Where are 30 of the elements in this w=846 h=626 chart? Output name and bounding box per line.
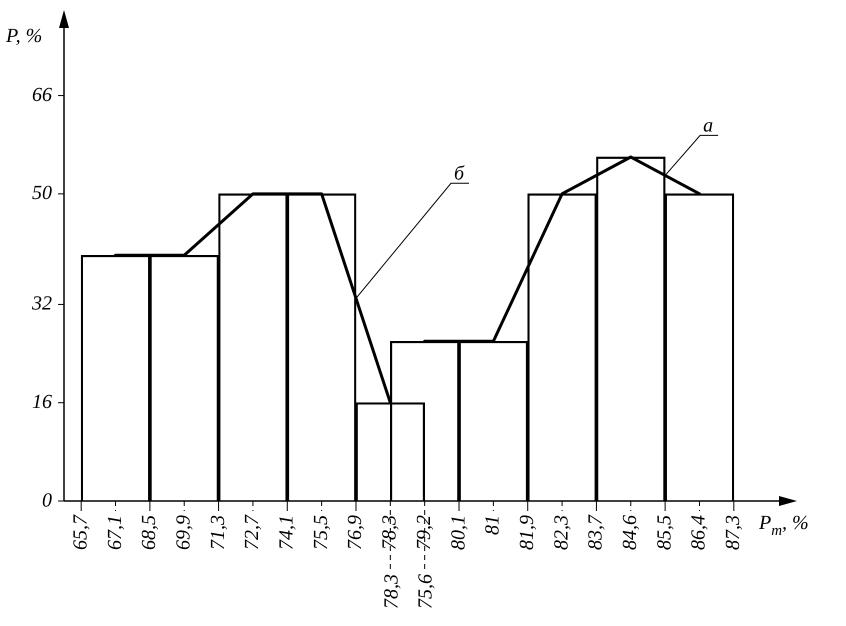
x-tick-label: 80,1 bbox=[447, 515, 470, 550]
x-tick-label: 82,3 bbox=[550, 515, 572, 550]
x-tick-label: 86,4 bbox=[688, 515, 710, 550]
x-tick-label: 83,7 bbox=[584, 514, 607, 550]
x-tick-label: 79,2 bbox=[412, 515, 435, 550]
x-tick-label: 87,3 bbox=[722, 515, 744, 550]
x-tick-label: 81 bbox=[482, 515, 504, 535]
x-tick-label: 72,7 bbox=[241, 514, 264, 550]
y-tick-label: 16 bbox=[32, 390, 52, 413]
x-tick-label: 74,1 bbox=[276, 515, 298, 550]
y-axis-title: P, % bbox=[5, 25, 42, 47]
x-tick-label: 75,5 bbox=[310, 515, 332, 550]
x-tick-label: 67,1 bbox=[104, 515, 126, 550]
x-tick-label: 84,6 bbox=[619, 515, 642, 550]
y-tick-label: 50 bbox=[32, 182, 52, 204]
y-tick-label: 66 bbox=[32, 84, 52, 106]
y-tick-label: 0 bbox=[42, 489, 52, 512]
x-tick-label: 71,3 bbox=[206, 515, 229, 550]
x-tick-label: 65,7 bbox=[69, 514, 92, 550]
x-tick-label: 69,9 bbox=[172, 515, 194, 550]
x-tick-label: 76,9 bbox=[344, 515, 366, 550]
annotation: 75,6 bbox=[414, 574, 437, 609]
text: б bbox=[454, 162, 465, 184]
x-tick-label: 68,5 bbox=[138, 515, 160, 550]
x-tick-label: 85,5 bbox=[653, 515, 676, 550]
y-tick-label: 32 bbox=[31, 292, 52, 315]
x-tick-label: 78,3 bbox=[378, 515, 401, 550]
annotation: 78,3 bbox=[380, 574, 402, 609]
text: а bbox=[703, 114, 714, 136]
x-tick-label: 81,9 bbox=[516, 515, 538, 550]
